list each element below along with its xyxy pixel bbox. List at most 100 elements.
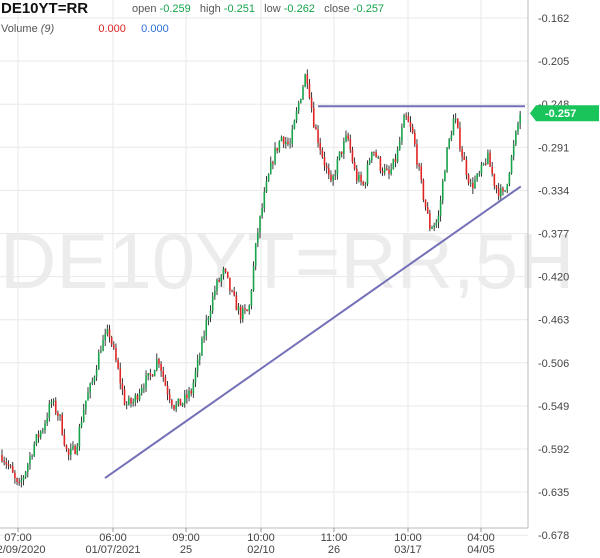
candle-body bbox=[224, 268, 227, 272]
candle-body bbox=[379, 157, 382, 171]
candle-body bbox=[426, 207, 429, 214]
candle-body bbox=[446, 147, 448, 172]
candle-body bbox=[409, 122, 412, 128]
low-value: -0.262 bbox=[283, 3, 315, 15]
candle-body bbox=[272, 162, 274, 164]
volume-period: (9) bbox=[40, 23, 55, 35]
watermark: DE10YT=RR,5H bbox=[0, 217, 574, 305]
candle-body bbox=[452, 118, 455, 136]
candle-body bbox=[162, 370, 165, 378]
candle-body bbox=[302, 86, 304, 99]
candle-body bbox=[106, 329, 109, 334]
y-tick-label: -0.592 bbox=[538, 444, 569, 456]
candle-body bbox=[248, 305, 251, 312]
candle-body bbox=[65, 445, 68, 450]
candle-body bbox=[506, 184, 509, 191]
candle-body bbox=[353, 162, 356, 169]
candle-body bbox=[450, 135, 453, 140]
candle-body bbox=[355, 168, 358, 181]
candle-body bbox=[5, 462, 8, 465]
candle-body bbox=[18, 481, 20, 483]
candle-body bbox=[317, 129, 319, 144]
support-trendline[interactable] bbox=[104, 185, 522, 479]
candle-body bbox=[214, 290, 216, 297]
x-tick-date: 01/07/2021 bbox=[85, 544, 140, 556]
candle-body bbox=[343, 141, 345, 154]
candle-body bbox=[203, 335, 205, 339]
y-tick-label: -0.678 bbox=[538, 530, 569, 542]
candle-body bbox=[422, 179, 425, 200]
candle-body bbox=[156, 359, 158, 371]
candle-body bbox=[104, 333, 106, 341]
candle-body bbox=[188, 390, 190, 398]
candle-body bbox=[433, 225, 435, 228]
trendlines[interactable] bbox=[104, 105, 525, 479]
candle-body bbox=[276, 147, 278, 151]
candle-body bbox=[35, 434, 38, 444]
candle-body bbox=[110, 337, 113, 345]
candle-body bbox=[37, 434, 40, 438]
candle-body bbox=[177, 398, 180, 405]
candle-body bbox=[31, 455, 33, 457]
candle-body bbox=[242, 308, 244, 320]
candle-body bbox=[280, 136, 283, 142]
candle-body bbox=[401, 127, 403, 142]
candle-body bbox=[287, 141, 289, 144]
candle-body bbox=[16, 478, 18, 482]
candle-body bbox=[429, 213, 431, 229]
candle-body bbox=[332, 176, 334, 181]
candle-body bbox=[121, 383, 124, 390]
candle-body bbox=[1, 455, 3, 462]
candle-body bbox=[517, 123, 519, 132]
x-tick-time: 09:00 bbox=[172, 532, 200, 544]
candle-body bbox=[97, 352, 100, 370]
candle-body bbox=[267, 174, 270, 182]
candle-body bbox=[345, 135, 347, 142]
candle-body bbox=[145, 375, 147, 388]
candle-body bbox=[9, 465, 12, 467]
candle-body bbox=[33, 443, 36, 456]
candle-body bbox=[480, 164, 483, 174]
y-tick-label: -0.377 bbox=[538, 229, 569, 241]
candle-body bbox=[334, 174, 337, 177]
candle-body bbox=[461, 149, 463, 157]
candle-body bbox=[512, 144, 515, 157]
candle-body bbox=[519, 114, 521, 124]
candle-body bbox=[360, 175, 362, 182]
candle-body bbox=[147, 373, 149, 376]
volume-value-2: 0.000 bbox=[141, 23, 169, 35]
candle-body bbox=[211, 296, 214, 311]
candle-body bbox=[216, 280, 218, 291]
candle-body bbox=[448, 139, 450, 148]
candle-body bbox=[117, 360, 119, 369]
candle-body bbox=[364, 183, 367, 185]
y-tick-label: -0.635 bbox=[538, 487, 569, 499]
candle-body bbox=[418, 164, 420, 167]
candle-body bbox=[274, 147, 276, 164]
candle-body bbox=[300, 98, 302, 104]
candle-body bbox=[336, 159, 339, 175]
candle-body bbox=[218, 280, 220, 282]
candle-body bbox=[151, 374, 154, 377]
y-tick-label: -0.291 bbox=[538, 142, 569, 154]
candle-body bbox=[226, 271, 229, 278]
candle-body bbox=[467, 174, 470, 184]
high-value: -0.251 bbox=[223, 3, 255, 15]
candle-body bbox=[349, 139, 352, 150]
candle-body bbox=[209, 310, 212, 318]
x-tick-time: 11:00 bbox=[321, 532, 348, 544]
candle-body bbox=[491, 166, 493, 174]
candle-body bbox=[282, 136, 285, 145]
volume-value-1: 0.000 bbox=[98, 23, 126, 35]
candle-body bbox=[319, 143, 321, 150]
candle-body bbox=[199, 355, 201, 360]
candle-body bbox=[132, 401, 134, 404]
y-tick-label: -0.506 bbox=[538, 358, 569, 370]
candle-body bbox=[295, 110, 298, 121]
candle-body bbox=[14, 472, 16, 479]
close-value: -0.257 bbox=[352, 3, 385, 15]
candle-body bbox=[201, 338, 203, 356]
candle-body bbox=[493, 173, 496, 186]
candle-body bbox=[407, 116, 410, 123]
